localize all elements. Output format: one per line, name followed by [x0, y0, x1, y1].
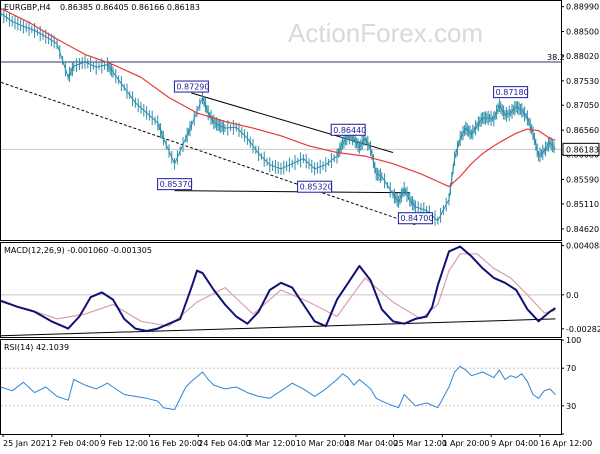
- price-y-tick-label: 0.85590: [566, 175, 599, 184]
- rsi-y-tick-label: 100: [566, 336, 581, 345]
- x-axis-label: 3 Mar 12:00: [247, 439, 295, 448]
- x-axis-label: 25 Mar 12:00: [394, 439, 447, 448]
- x-axis-label: 16 Apr 12:00: [540, 439, 592, 448]
- price-y-tick-label: 0.88990: [566, 3, 599, 12]
- rsi-y-tick-label: 70: [566, 364, 576, 373]
- price-y-tick-label: 0.88500: [566, 28, 599, 37]
- price-level-label-box: [157, 178, 193, 191]
- current-price-box: [562, 142, 600, 156]
- rsi-y-tick-label: 30: [566, 402, 576, 411]
- x-axis-label: 25 Jan 2021: [3, 439, 51, 448]
- macd-y-tick-label: 0.0: [566, 291, 579, 300]
- price-level-label: 0.85320: [300, 183, 333, 192]
- price-y-tick-label: 0.84620: [566, 225, 599, 234]
- macd-signal-line: [0, 253, 556, 327]
- price-level-label-box: [297, 180, 333, 193]
- price-level-label-box: [397, 212, 433, 225]
- x-axis-label: 9 Feb 12:00: [101, 439, 148, 448]
- macd-y-tick-label: 0.004088: [566, 242, 600, 251]
- watermark-text: ActionForex.com: [288, 18, 483, 48]
- x-axis-label: 1 Apr 20:00: [442, 439, 489, 448]
- price-panel: 38.2 0.87290 0.85370 0.85320 0.86440 0.84700 0…: [0, 8, 565, 226]
- price-y-tick-label: 0.87530: [566, 77, 599, 86]
- rsi-panel: [0, 365, 561, 411]
- x-axis-label: 2 Feb 04:00: [52, 439, 99, 448]
- price-line: [0, 13, 556, 222]
- price-level-label: 0.87180: [496, 88, 529, 97]
- rsi-header: RSI(14) 42.1039: [4, 343, 69, 352]
- price-level-label-box: [493, 86, 529, 99]
- price-level-label: 0.86440: [333, 126, 366, 135]
- x-axis-label: 9 Apr 04:00: [491, 439, 538, 448]
- macd-panel: [0, 245, 561, 337]
- price-y-tick-label: 0.88020: [566, 52, 599, 61]
- price-level-label: 0.84700: [400, 214, 433, 223]
- price-header-ohlc: 0.86385 0.86405 0.86166 0.86183: [60, 3, 200, 12]
- rsi-line: [0, 365, 556, 411]
- macd-header: MACD(12,26,9) -0.001060 -0.001305: [4, 246, 152, 255]
- price-y-tick-label: 0.86560: [566, 126, 599, 135]
- price-trendline: [174, 190, 410, 194]
- price-level-label: 0.87290: [176, 83, 209, 92]
- price-header-symbol: EURGBP,H4: [4, 3, 51, 12]
- price-y-tick-label: 0.87050: [566, 101, 599, 110]
- macd-trendline: [0, 318, 556, 337]
- macd-line: [0, 245, 556, 332]
- macd-panel-frame: [0, 242, 562, 338]
- x-axis-label: 10 Mar 20:00: [296, 439, 349, 448]
- fib-level-label: 38.2: [547, 53, 565, 62]
- x-axis-label: 24 Feb 04:00: [198, 439, 250, 448]
- rsi-panel-frame: [0, 339, 562, 435]
- ema-line: [0, 8, 556, 188]
- price-trendline: [0, 81, 416, 226]
- price-y-tick-label: 0.85110: [566, 200, 599, 209]
- macd-y-tick-label: -0.00282: [566, 325, 600, 334]
- x-axis-label: 18 Mar 04:00: [345, 439, 398, 448]
- price-level-label: 0.85370: [160, 180, 193, 189]
- price-level-label-box: [330, 123, 366, 136]
- axis-layer: 0.88990 0.88500 0.88020 0.87530 0.87050 0.865…: [2, 3, 600, 448]
- price-level-label-box: [173, 80, 209, 93]
- price-panel-frame: [0, 0, 562, 241]
- x-axis-label: 16 Feb 20:00: [149, 439, 201, 448]
- current-price-label: 0.86183: [566, 145, 599, 154]
